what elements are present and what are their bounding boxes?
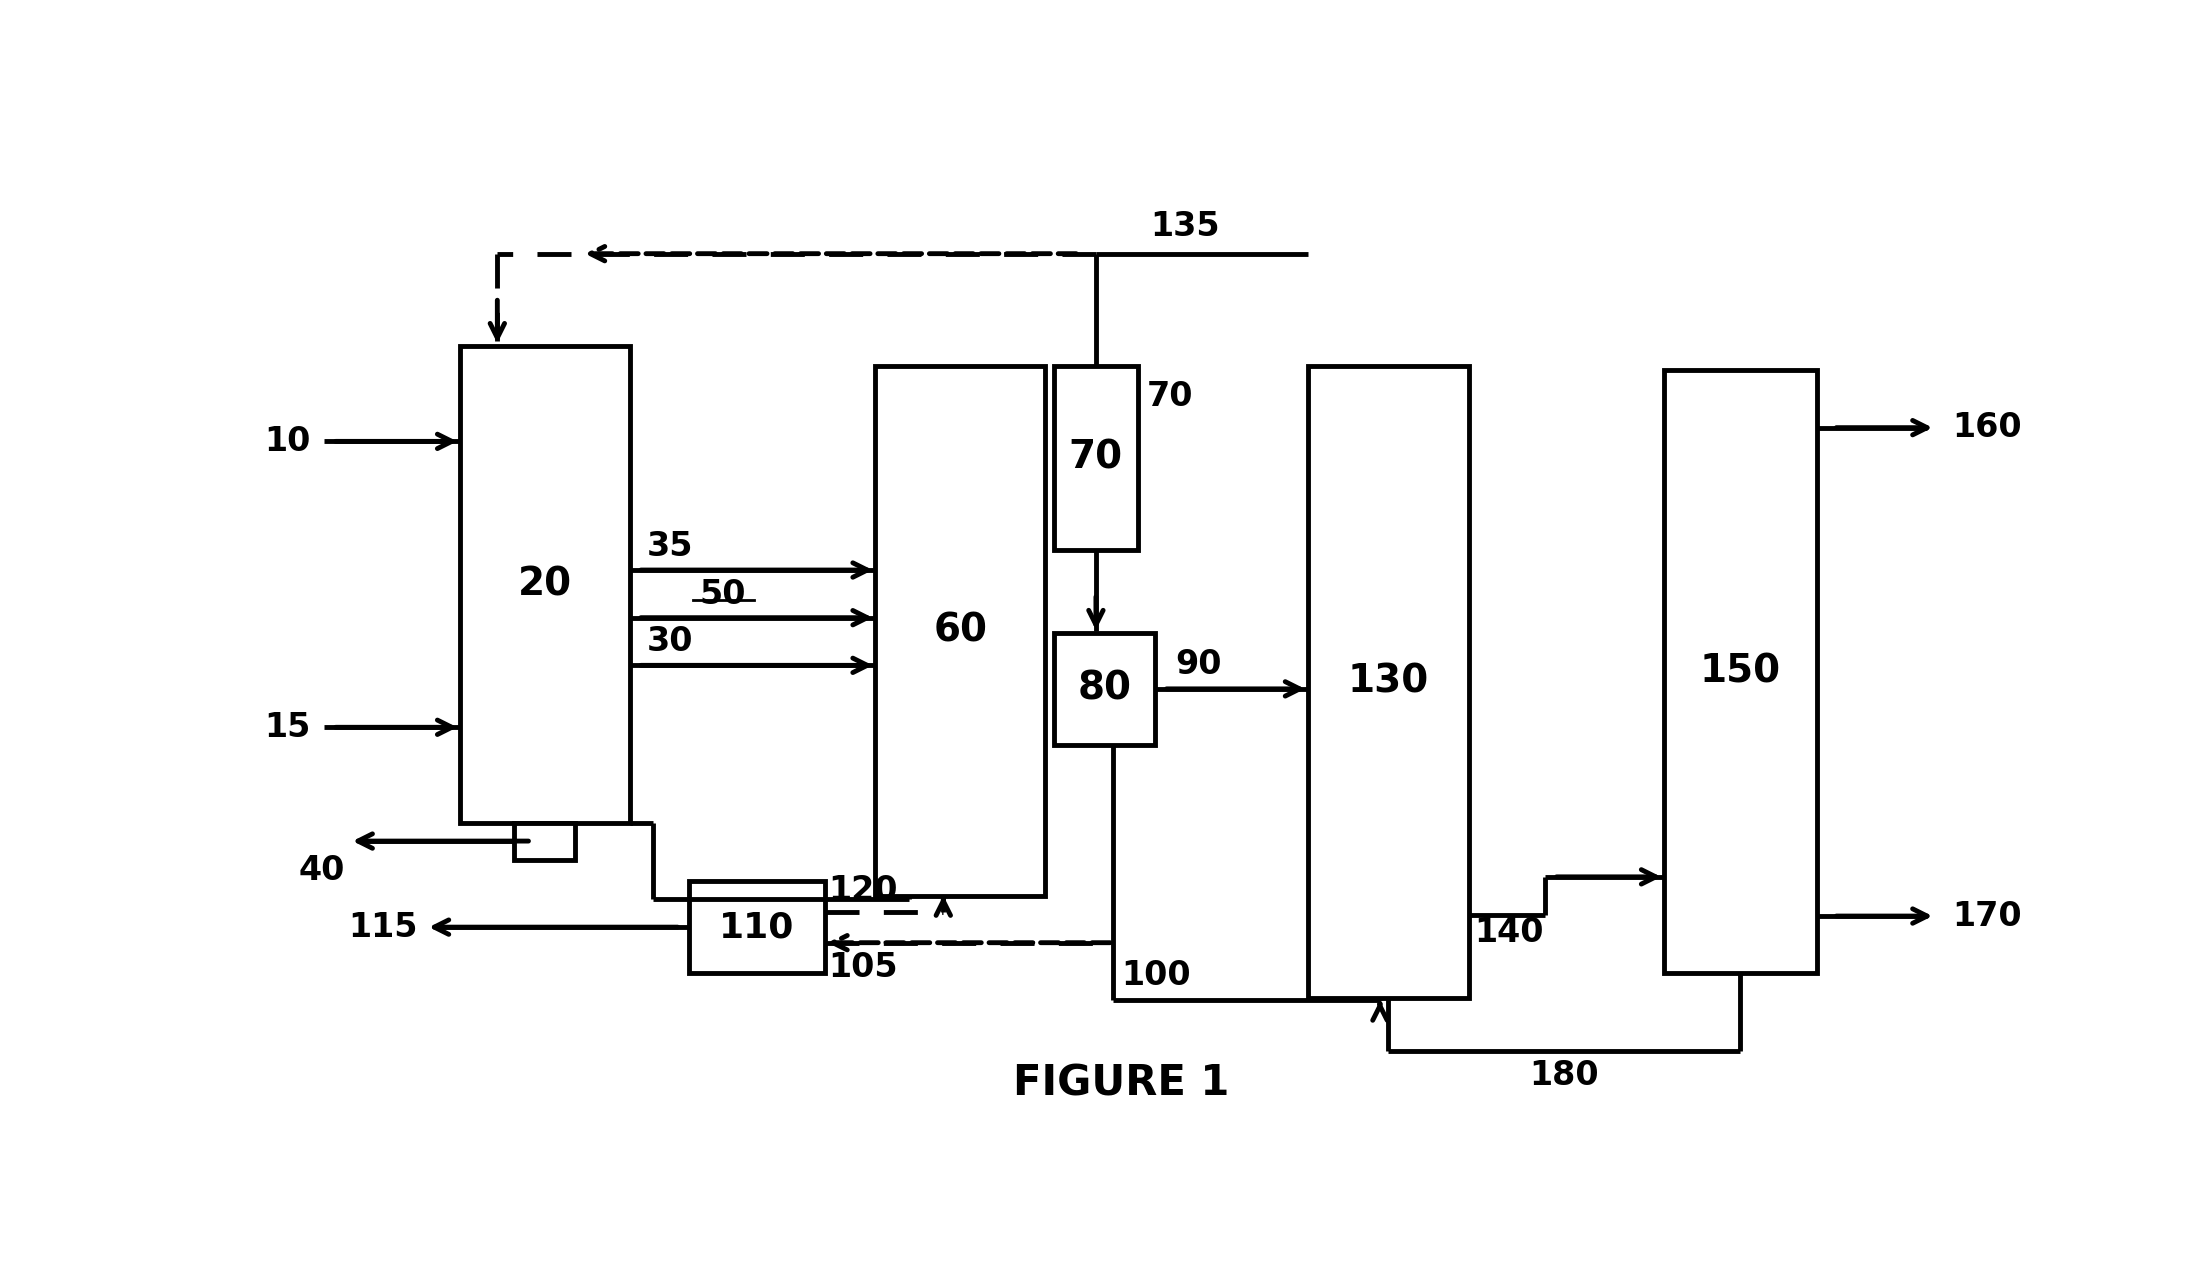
Text: 180: 180 bbox=[1529, 1058, 1599, 1092]
Bar bbox=[459, 346, 630, 822]
Text: 150: 150 bbox=[1700, 653, 1781, 691]
Text: 35: 35 bbox=[648, 530, 694, 563]
Text: 130: 130 bbox=[1348, 663, 1429, 701]
Bar bbox=[875, 365, 1046, 895]
Text: 170: 170 bbox=[1952, 899, 2022, 932]
Text: 30: 30 bbox=[648, 625, 694, 658]
Bar bbox=[1055, 633, 1155, 745]
Text: 115: 115 bbox=[348, 911, 418, 943]
Bar bbox=[514, 822, 575, 860]
Text: 135: 135 bbox=[1151, 210, 1219, 242]
Text: 40: 40 bbox=[298, 854, 346, 887]
Bar bbox=[1663, 370, 1816, 974]
Text: 20: 20 bbox=[519, 566, 571, 604]
Text: 105: 105 bbox=[827, 951, 897, 984]
Text: 70: 70 bbox=[1070, 440, 1122, 477]
Text: 10: 10 bbox=[265, 424, 311, 458]
Text: 120: 120 bbox=[827, 874, 897, 907]
Text: 50: 50 bbox=[700, 578, 746, 611]
Text: 160: 160 bbox=[1952, 412, 2022, 445]
Text: FIGURE 1: FIGURE 1 bbox=[1013, 1062, 1230, 1104]
Bar bbox=[1055, 365, 1138, 551]
Text: 15: 15 bbox=[265, 711, 311, 744]
Text: 80: 80 bbox=[1076, 669, 1131, 707]
Text: 110: 110 bbox=[720, 911, 794, 945]
Text: 90: 90 bbox=[1175, 648, 1223, 681]
Text: 70: 70 bbox=[1147, 380, 1192, 413]
Text: 60: 60 bbox=[934, 611, 987, 649]
Text: 100: 100 bbox=[1120, 959, 1190, 991]
Bar bbox=[689, 882, 825, 974]
Bar bbox=[1308, 365, 1468, 998]
Text: 140: 140 bbox=[1475, 917, 1543, 950]
